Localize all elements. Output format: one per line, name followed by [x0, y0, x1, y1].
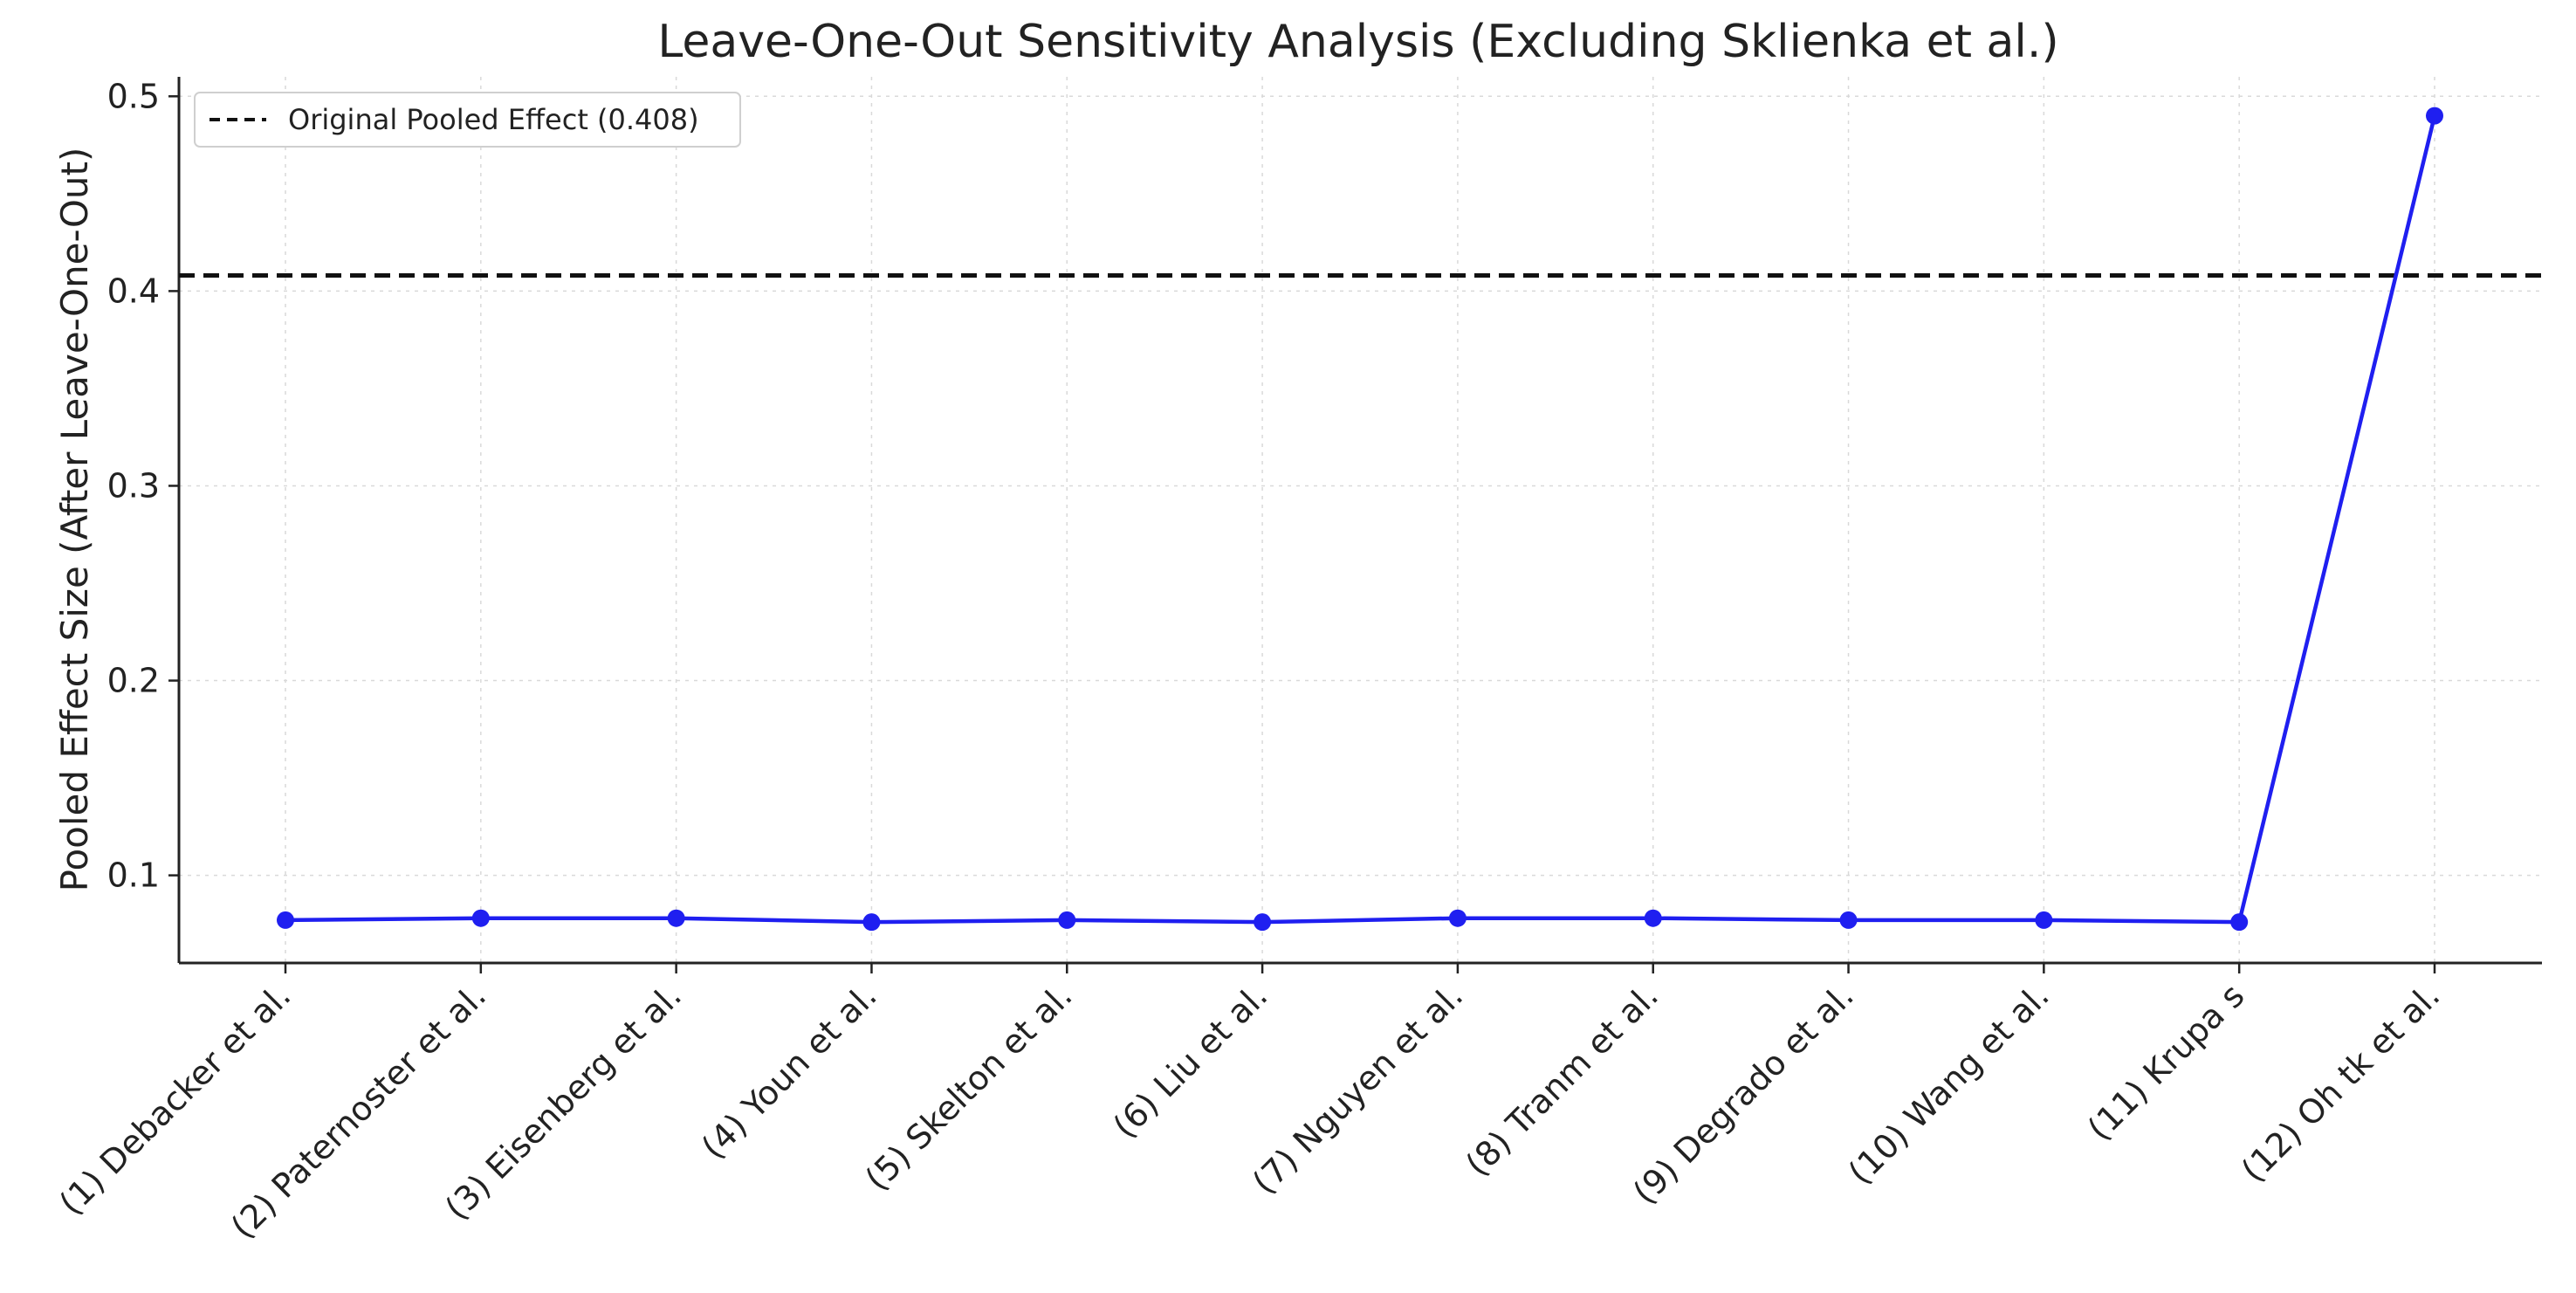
x-tick-label: (11) Krupa s: [2080, 976, 2252, 1148]
data-point: [277, 911, 294, 929]
data-point: [2426, 107, 2443, 125]
x-tick-label: (9) Degrado et al.: [1625, 976, 1861, 1212]
series-line: [285, 115, 2437, 925]
y-tick-label: 0.5: [107, 77, 160, 115]
y-axis-label: Pooled Effect Size (After Leave-One-Out): [53, 148, 96, 892]
x-tick-label: (8) Tranm et al.: [1459, 976, 1666, 1184]
axes-layer: [177, 77, 2542, 965]
legend: Original Pooled Effect (0.408): [194, 92, 741, 148]
data-point: [1839, 911, 1858, 929]
y-tick-label: 0.4: [107, 272, 160, 310]
data-point: [1644, 909, 1662, 927]
data-point: [667, 909, 685, 927]
x-tick-label: (12) Oh tk et al.: [2234, 976, 2447, 1189]
data-point: [862, 913, 881, 932]
x-tick-label: (4) Youn et al.: [694, 976, 884, 1166]
x-tick-label: (7) Nguyen et al.: [1245, 976, 1470, 1201]
x-tick-label: (6) Liu et al.: [1106, 976, 1275, 1145]
x-ticks: (1) Debacker et al.(2) Paternoster et al…: [52, 963, 2447, 1246]
data-point: [471, 909, 490, 927]
data-point: [2230, 913, 2249, 932]
y-tick-label: 0.2: [107, 662, 160, 700]
x-tick-label: (10) Wang et al.: [1841, 976, 2057, 1192]
data-point: [1448, 909, 1467, 927]
legend-box: [194, 92, 741, 148]
y-tick-label: 0.3: [107, 466, 160, 505]
data-point: [2035, 911, 2053, 929]
y-tick-label: 0.1: [107, 856, 160, 895]
series-layer: [277, 107, 2443, 932]
chart-title: Leave-One-Out Sensitivity Analysis (Excl…: [657, 16, 2058, 68]
data-point: [1254, 913, 1272, 932]
grid-layer: [179, 77, 2542, 963]
y-ticks: 0.1 0.2 0.3 0.4 0.5: [107, 77, 179, 895]
legend-label: Original Pooled Effect (0.408): [288, 103, 699, 136]
data-point: [1058, 911, 1076, 929]
x-tick-label: (5) Skelton et al.: [858, 976, 1080, 1198]
